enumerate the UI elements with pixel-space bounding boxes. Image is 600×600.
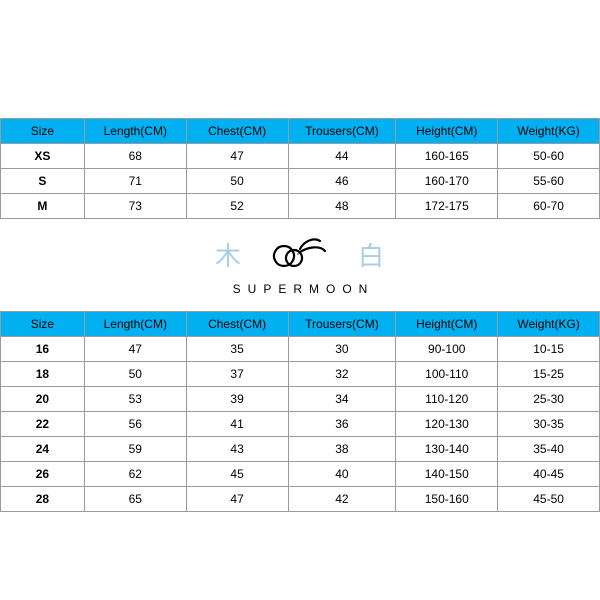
logo-row: 木 白 [215,235,385,276]
table-header-row: Size Length(CM) Chest(CM) Trousers(CM) H… [1,312,600,337]
cell-size: 28 [1,487,85,512]
col-trousers: Trousers(CM) [288,312,396,337]
col-chest: Chest(CM) [186,312,288,337]
cell: 50 [186,169,288,194]
table-row: 28 65 47 42 150-160 45-50 [1,487,600,512]
table-row: S 71 50 46 160-170 55-60 [1,169,600,194]
cell: 45 [186,462,288,487]
adult-size-table: Size Length(CM) Chest(CM) Trousers(CM) H… [0,118,600,219]
cell: 10-15 [498,337,600,362]
cell: 40 [288,462,396,487]
cell: 50 [84,362,186,387]
cell: 15-25 [498,362,600,387]
cell: 60-70 [498,194,600,219]
cell-size: 24 [1,437,85,462]
col-size: Size [1,119,85,144]
cell: 65 [84,487,186,512]
col-size: Size [1,312,85,337]
cell: 43 [186,437,288,462]
cell: 110-120 [396,387,498,412]
cell: 37 [186,362,288,387]
cell: 50-60 [498,144,600,169]
cell: 30-35 [498,412,600,437]
cell: 150-160 [396,487,498,512]
cell: 100-110 [396,362,498,387]
table-row: 16 47 35 30 90-100 10-15 [1,337,600,362]
cell: 47 [186,144,288,169]
cell: 160-170 [396,169,498,194]
size-chart-page: Size Length(CM) Chest(CM) Trousers(CM) H… [0,0,600,600]
col-chest: Chest(CM) [186,119,288,144]
cell-size: 18 [1,362,85,387]
cell: 42 [288,487,396,512]
cell: 40-45 [498,462,600,487]
cell: 71 [84,169,186,194]
cell: 39 [186,387,288,412]
cell-size: XS [1,144,85,169]
cell: 35 [186,337,288,362]
cell: 140-150 [396,462,498,487]
kids-size-table: Size Length(CM) Chest(CM) Trousers(CM) H… [0,311,600,512]
cell: 68 [84,144,186,169]
cell-size: M [1,194,85,219]
cell: 172-175 [396,194,498,219]
table-row: XS 68 47 44 160-165 50-60 [1,144,600,169]
cell: 53 [84,387,186,412]
cell: 120-130 [396,412,498,437]
table-row: 22 56 41 36 120-130 30-35 [1,412,600,437]
col-length: Length(CM) [84,312,186,337]
cell: 38 [288,437,396,462]
cell: 25-30 [498,387,600,412]
col-weight: Weight(KG) [498,119,600,144]
cell-size: S [1,169,85,194]
col-height: Height(CM) [396,312,498,337]
cell: 130-140 [396,437,498,462]
cell: 45-50 [498,487,600,512]
cell: 90-100 [396,337,498,362]
cell: 47 [84,337,186,362]
cell-size: 22 [1,412,85,437]
col-height: Height(CM) [396,119,498,144]
cell: 46 [288,169,396,194]
cell-size: 20 [1,387,85,412]
cell: 73 [84,194,186,219]
top-spacer [0,0,600,118]
col-length: Length(CM) [84,119,186,144]
brand-name: SUPERMOON [226,282,375,296]
table-row: 18 50 37 32 100-110 15-25 [1,362,600,387]
rabbit-icon [270,235,330,276]
cell: 41 [186,412,288,437]
brand-logo-block: 木 白 SUPERMOON [0,219,600,311]
cell: 32 [288,362,396,387]
cell: 35-40 [498,437,600,462]
cell: 55-60 [498,169,600,194]
cell: 34 [288,387,396,412]
table-row: M 73 52 48 172-175 60-70 [1,194,600,219]
table-row: 26 62 45 40 140-150 40-45 [1,462,600,487]
col-weight: Weight(KG) [498,312,600,337]
logo-right-char: 白 [358,242,385,268]
cell: 62 [84,462,186,487]
cell: 44 [288,144,396,169]
cell: 36 [288,412,396,437]
cell: 52 [186,194,288,219]
cell: 48 [288,194,396,219]
cell-size: 26 [1,462,85,487]
table-row: 24 59 43 38 130-140 35-40 [1,437,600,462]
cell: 30 [288,337,396,362]
cell: 160-165 [396,144,498,169]
cell: 47 [186,487,288,512]
logo-left-char: 木 [215,242,242,268]
cell: 56 [84,412,186,437]
cell: 59 [84,437,186,462]
col-trousers: Trousers(CM) [288,119,396,144]
table-header-row: Size Length(CM) Chest(CM) Trousers(CM) H… [1,119,600,144]
table-row: 20 53 39 34 110-120 25-30 [1,387,600,412]
cell-size: 16 [1,337,85,362]
